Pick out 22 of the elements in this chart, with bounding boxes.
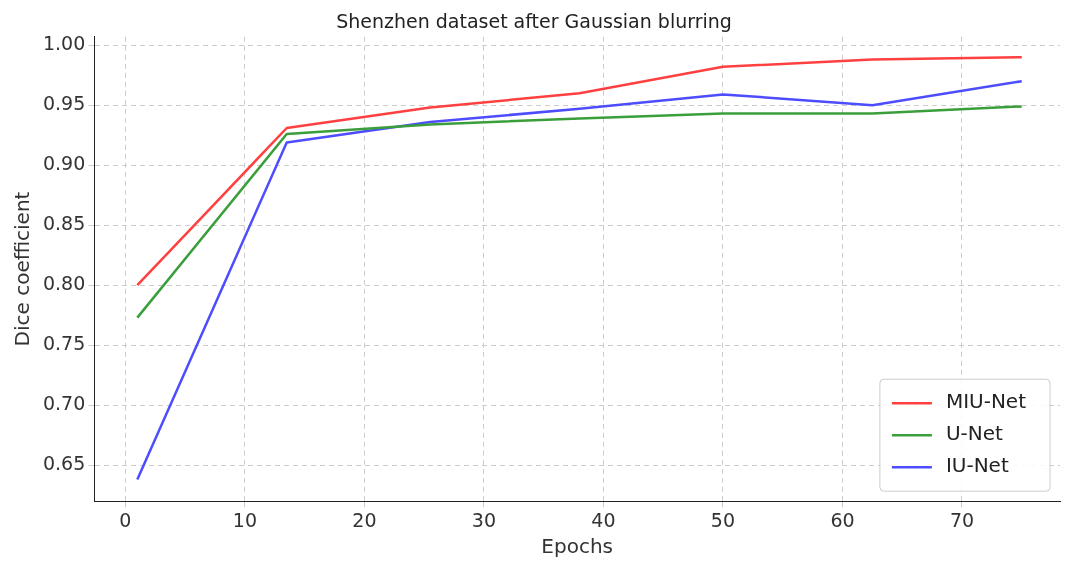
y-tick-label: 0.90 (42, 152, 86, 175)
x-axis-title: Epochs (541, 534, 613, 559)
legend-label: IU-Net (945, 453, 1009, 478)
y-tick-label: 0.75 (42, 332, 86, 355)
y-tick-label: 0.95 (42, 92, 86, 115)
x-tick-label: 10 (232, 508, 257, 531)
x-tick-label: 50 (710, 508, 736, 531)
legend-label: U-Net (945, 421, 1003, 446)
y-tick-label: 0.80 (42, 272, 86, 295)
x-tick-label: 40 (591, 508, 616, 531)
x-tick-label: 70 (949, 508, 975, 531)
y-tick-label: 1.00 (42, 32, 86, 55)
legend-label: MIU-Net (945, 389, 1027, 414)
x-tick-label: 60 (830, 508, 855, 531)
x-tick-label: 0 (119, 508, 132, 531)
y-tick-label: 0.70 (42, 392, 86, 415)
y-axis-title: Dice coefficient (10, 191, 35, 347)
y-tick-label: 0.65 (42, 452, 86, 475)
x-tick-label: 30 (471, 508, 497, 531)
y-tick-label: 0.85 (42, 212, 86, 235)
x-tick-label: 20 (352, 508, 377, 531)
chart-title: Shenzhen dataset after Gaussian blurring (336, 10, 732, 33)
